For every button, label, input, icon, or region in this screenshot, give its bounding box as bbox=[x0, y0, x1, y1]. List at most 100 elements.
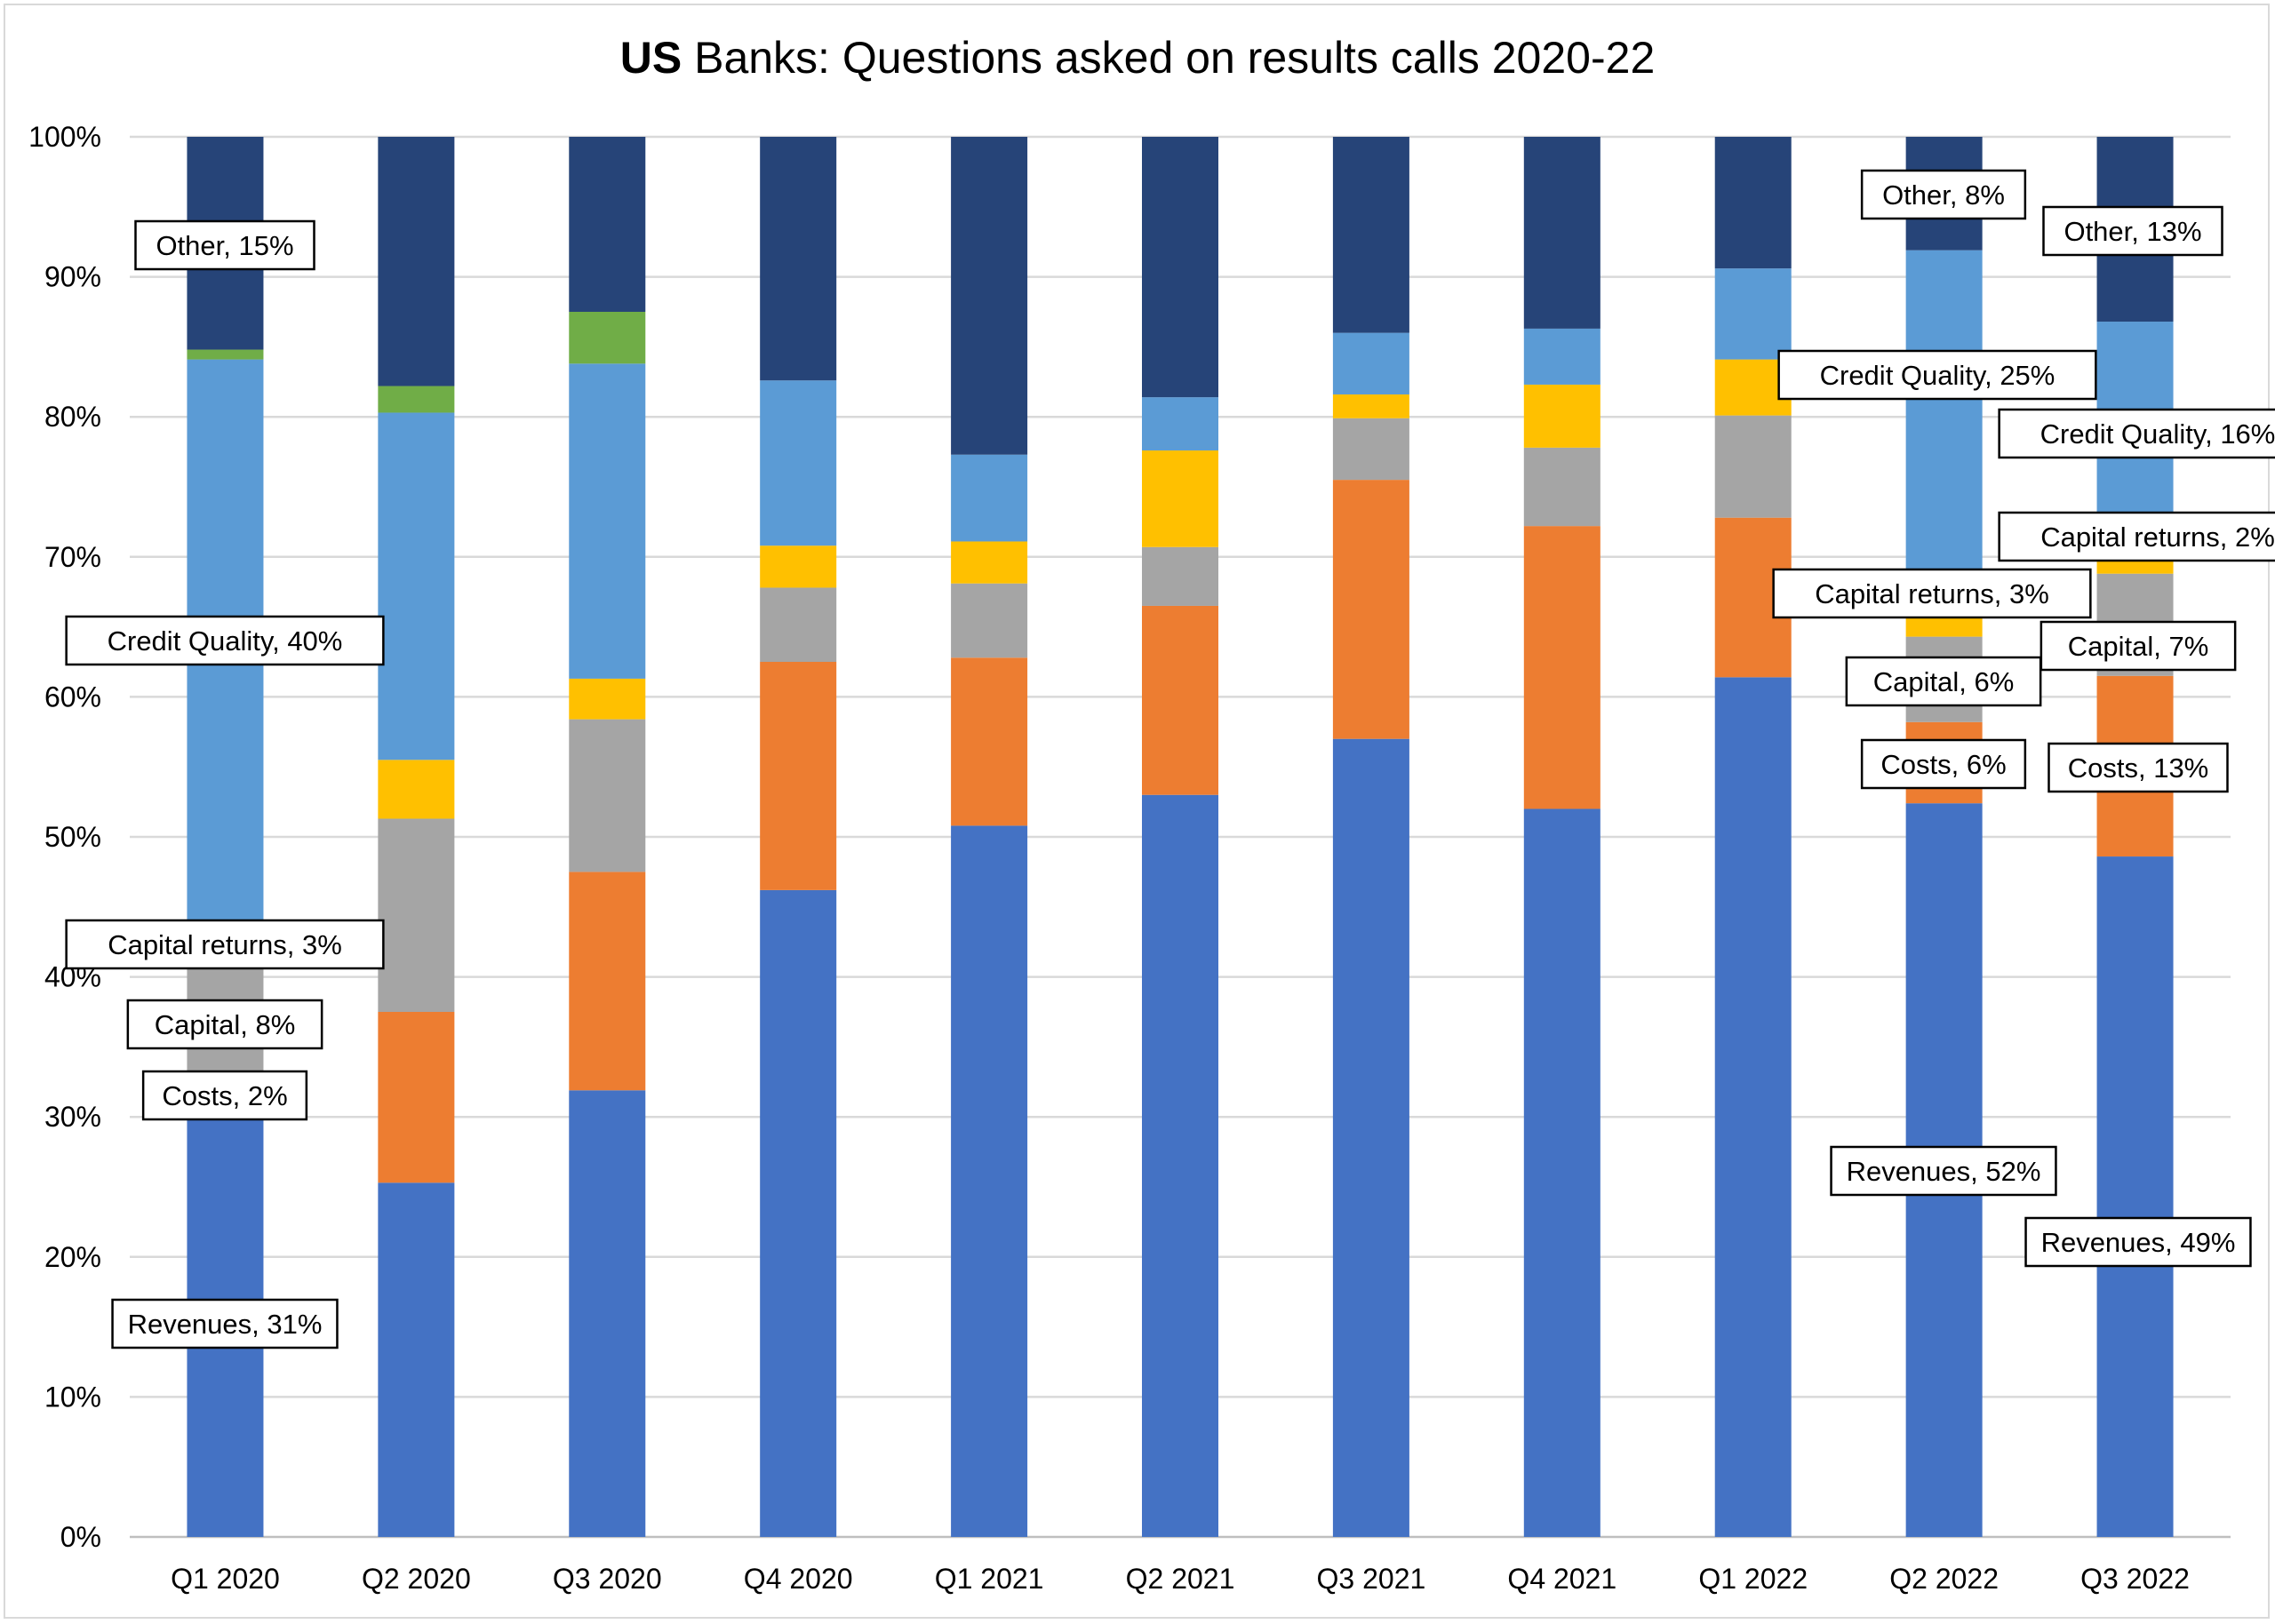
data-label-costs-13: Costs, 13% bbox=[2048, 742, 2229, 793]
bar-costs-q4-2021 bbox=[1523, 526, 1600, 809]
chart-title-rest: Banks: Questions asked on results calls … bbox=[682, 33, 1656, 83]
data-label-box bbox=[1860, 738, 2027, 790]
y-tick-label: 50% bbox=[44, 821, 101, 853]
bar-revenues-q2-2021 bbox=[1142, 794, 1218, 1537]
y-tick-label: 60% bbox=[44, 681, 101, 712]
data-label-capital-returns-3: Capital returns, 3% bbox=[1772, 568, 2092, 619]
data-label-text: Costs, 2% bbox=[162, 1080, 287, 1111]
bar-revenues-q4-2020 bbox=[760, 889, 837, 1537]
data-label-box bbox=[2040, 620, 2237, 672]
bar-capital-returns-q2-2020 bbox=[378, 760, 455, 819]
y-tick-label: 70% bbox=[44, 541, 101, 573]
data-label-costs-2: Costs, 2% bbox=[141, 1070, 308, 1121]
data-label-other-8: Other, 8% bbox=[1860, 169, 2027, 220]
bar-credit-quality-q4-2021 bbox=[1523, 328, 1600, 385]
chart-title: US Banks: Questions asked on results cal… bbox=[0, 32, 2275, 84]
data-label-box bbox=[1860, 169, 2027, 220]
data-label-other-13: Other, 13% bbox=[2042, 205, 2223, 257]
bar-other-q4-2021 bbox=[1523, 137, 1600, 329]
bar-costs-q4-2020 bbox=[760, 662, 837, 890]
bar-credit-quality-q2-2021 bbox=[1142, 397, 1218, 451]
data-label-credit-quality-16: Credit Quality, 16% bbox=[1998, 408, 2275, 459]
data-label-revenues-31: Revenues, 31% bbox=[111, 1298, 339, 1349]
bar-capital-q2-2020 bbox=[378, 818, 455, 1012]
data-label-revenues-52: Revenues, 52% bbox=[1830, 1145, 2057, 1197]
bar-capital-q3-2020 bbox=[569, 719, 646, 872]
y-tick-label: 90% bbox=[44, 261, 101, 293]
data-label-text: Costs, 13% bbox=[2068, 752, 2209, 784]
bar-other-green-q2-2020 bbox=[378, 386, 455, 413]
bar-other-q2-2021 bbox=[1142, 137, 1218, 398]
data-label-box bbox=[2024, 1216, 2252, 1268]
bar-credit-quality-q2-2020 bbox=[378, 412, 455, 760]
data-label-other-15: Other, 15% bbox=[134, 219, 315, 271]
data-label-box bbox=[1845, 656, 2042, 707]
data-label-text: Other, 8% bbox=[1882, 179, 2005, 211]
bar-other-q2-2020 bbox=[378, 137, 455, 386]
bar-capital-q1-2022 bbox=[1714, 415, 1792, 518]
y-tick-label: 10% bbox=[44, 1381, 101, 1413]
data-label-text: Revenues, 52% bbox=[1847, 1156, 2041, 1187]
bar-revenues-q3-2021 bbox=[1332, 738, 1409, 1537]
x-tick-label: Q1 2020 bbox=[171, 1563, 280, 1595]
x-tick-label: Q2 2020 bbox=[362, 1563, 471, 1595]
data-label-text: Costs, 6% bbox=[1880, 749, 2006, 780]
x-tick-label: Q2 2021 bbox=[1126, 1563, 1235, 1595]
data-label-box bbox=[1998, 408, 2275, 459]
data-label-text: Revenues, 31% bbox=[128, 1309, 323, 1340]
data-label-box bbox=[111, 1298, 339, 1349]
y-tick-label: 20% bbox=[44, 1241, 101, 1273]
data-label-text: Capital, 8% bbox=[155, 1009, 296, 1040]
bar-capital-q1-2021 bbox=[951, 583, 1028, 658]
bar-capital-returns-q3-2021 bbox=[1332, 394, 1409, 418]
bar-credit-quality-q3-2020 bbox=[569, 363, 646, 679]
bar-credit-quality-q1-2022 bbox=[1714, 268, 1792, 360]
bar-revenues-q3-2020 bbox=[569, 1090, 646, 1537]
data-label-text: Revenues, 49% bbox=[2041, 1227, 2236, 1258]
data-label-box bbox=[1772, 568, 2092, 619]
data-label-capital-6: Capital, 6% bbox=[1845, 656, 2042, 707]
x-tick-label: Q4 2021 bbox=[1507, 1563, 1616, 1595]
data-label-capital-7: Capital, 7% bbox=[2040, 620, 2237, 672]
bar-other-green-q1-2020 bbox=[187, 349, 264, 360]
x-tick-label: Q2 2022 bbox=[1889, 1563, 1999, 1595]
y-tick-label: 30% bbox=[44, 1101, 101, 1133]
bar-capital-returns-q1-2021 bbox=[951, 541, 1028, 584]
bar-capital-q4-2021 bbox=[1523, 447, 1600, 527]
bar-capital-q3-2021 bbox=[1332, 418, 1409, 481]
bar-costs-q3-2020 bbox=[569, 872, 646, 1091]
bar-revenues-q2-2020 bbox=[378, 1182, 455, 1537]
bar-other-green-q3-2020 bbox=[569, 312, 646, 364]
data-label-text: Capital returns, 3% bbox=[108, 929, 342, 960]
x-tick-label: Q1 2022 bbox=[1698, 1563, 1808, 1595]
data-label-credit-quality-25: Credit Quality, 25% bbox=[1777, 349, 2097, 401]
data-label-text: Capital returns, 2% bbox=[2040, 521, 2275, 553]
y-tick-label: 80% bbox=[44, 401, 101, 433]
data-label-capital-8: Capital, 8% bbox=[126, 999, 323, 1050]
bar-capital-returns-q3-2020 bbox=[569, 678, 646, 720]
bar-capital-returns-q4-2021 bbox=[1523, 384, 1600, 448]
x-tick-label: Q3 2021 bbox=[1317, 1563, 1426, 1595]
data-label-box bbox=[134, 219, 315, 271]
x-tick-label: Q3 2022 bbox=[2080, 1563, 2190, 1595]
x-axis-tick-labels: Q1 2020 Q2 2020 Q3 2020 Q4 2020 Q1 2021 Q2 20… bbox=[171, 1563, 2190, 1595]
bar-revenues-q4-2021 bbox=[1523, 808, 1600, 1537]
data-label-box bbox=[2048, 742, 2229, 793]
y-tick-label: 0% bbox=[60, 1521, 101, 1553]
x-tick-label: Q3 2020 bbox=[553, 1563, 662, 1595]
bar-other-q3-2020 bbox=[569, 137, 646, 312]
data-label-text: Credit Quality, 25% bbox=[1820, 360, 2055, 391]
bar-capital-q4-2020 bbox=[760, 587, 837, 662]
bar-other-q4-2020 bbox=[760, 137, 837, 381]
data-label-text: Credit Quality, 40% bbox=[108, 625, 343, 657]
x-tick-label: Q1 2021 bbox=[935, 1563, 1044, 1595]
chart-title-bold: US bbox=[619, 33, 682, 83]
data-label-costs-6: Costs, 6% bbox=[1860, 738, 2027, 790]
bar-costs-q1-2021 bbox=[951, 657, 1028, 826]
bar-capital-q2-2021 bbox=[1142, 546, 1218, 606]
bar-costs-q2-2020 bbox=[378, 1012, 455, 1183]
bar-other-q3-2021 bbox=[1332, 137, 1409, 333]
bar-other-q1-2022 bbox=[1714, 137, 1792, 269]
data-label-box bbox=[1777, 349, 2097, 401]
